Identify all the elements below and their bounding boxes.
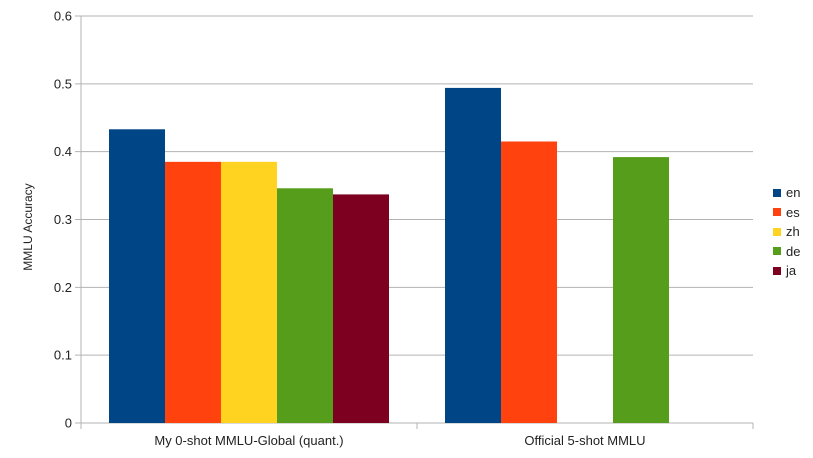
legend-label: zh xyxy=(786,224,800,240)
legend-label: en xyxy=(786,185,801,201)
bar-es xyxy=(165,161,221,423)
legend-swatch xyxy=(773,188,781,197)
bar-en xyxy=(109,129,165,423)
legend-item-en: en xyxy=(773,183,800,203)
legend-item-ja: ja xyxy=(773,261,800,281)
legend-item-de: de xyxy=(773,242,800,262)
y-axis-label: MMLU Accuracy xyxy=(21,183,35,271)
bar-zh xyxy=(221,161,277,423)
legend-label: es xyxy=(786,204,800,220)
x-category-label: My 0-shot MMLU-Global (quant.) xyxy=(154,433,343,448)
legend-item-zh: zh xyxy=(773,222,800,242)
bar-en xyxy=(445,87,501,424)
legend-swatch xyxy=(773,227,781,236)
y-tick-label: 0 xyxy=(65,416,72,431)
bar-ja xyxy=(333,194,389,423)
axes: 0 0.1 0.2 0.3 0.4 0.5 0.6 My 0-shot MMLU-Global… xyxy=(54,9,754,448)
y-tick-label: 0.3 xyxy=(54,212,72,227)
legend-item-es: es xyxy=(773,203,800,223)
bars xyxy=(109,87,669,424)
bar-de xyxy=(613,157,669,424)
bar-es xyxy=(501,141,557,423)
legend-swatch xyxy=(773,208,781,217)
legend: en es zh de ja xyxy=(773,183,800,281)
y-tick-label: 0.5 xyxy=(54,76,72,91)
y-tick-label: 0.6 xyxy=(54,9,72,24)
legend-label: ja xyxy=(786,263,797,279)
legend-label: de xyxy=(786,243,801,259)
y-tick-label: 0.1 xyxy=(54,348,72,363)
legend-swatch xyxy=(773,247,781,256)
legend-swatch xyxy=(773,266,781,275)
y-tick-label: 0.4 xyxy=(54,144,72,159)
bar-de xyxy=(277,188,333,423)
y-tick-label: 0.2 xyxy=(54,280,72,295)
x-category-label: Official 5-shot MMLU xyxy=(524,433,645,448)
